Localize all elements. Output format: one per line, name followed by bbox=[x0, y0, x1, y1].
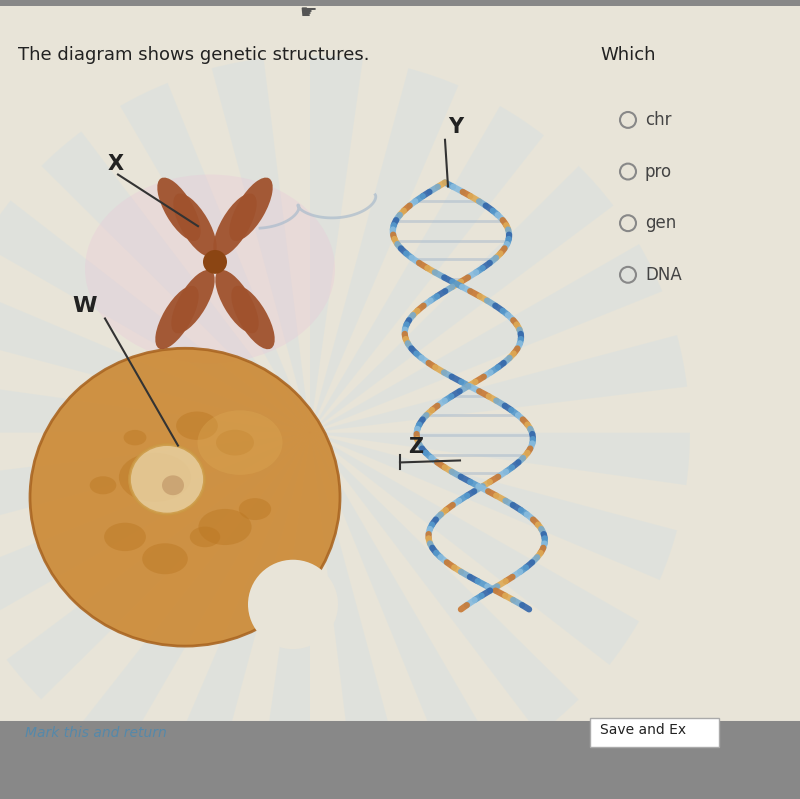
Wedge shape bbox=[0, 285, 310, 433]
Ellipse shape bbox=[123, 430, 146, 445]
Ellipse shape bbox=[171, 270, 214, 333]
Wedge shape bbox=[0, 380, 310, 433]
Wedge shape bbox=[0, 201, 310, 433]
Ellipse shape bbox=[162, 475, 184, 495]
Text: Z: Z bbox=[408, 436, 423, 456]
Wedge shape bbox=[310, 433, 578, 734]
Text: W: W bbox=[72, 296, 97, 316]
Wedge shape bbox=[76, 433, 310, 759]
Text: ☛: ☛ bbox=[299, 2, 317, 22]
Text: Save and Ex: Save and Ex bbox=[600, 723, 686, 737]
Text: gen: gen bbox=[645, 214, 676, 233]
Text: pro: pro bbox=[645, 162, 672, 181]
Wedge shape bbox=[212, 58, 310, 433]
FancyBboxPatch shape bbox=[0, 721, 800, 799]
Wedge shape bbox=[0, 433, 310, 622]
Text: Which: Which bbox=[600, 46, 655, 65]
Ellipse shape bbox=[104, 523, 146, 551]
Wedge shape bbox=[120, 83, 310, 433]
Wedge shape bbox=[257, 433, 310, 799]
Ellipse shape bbox=[198, 509, 252, 545]
Text: chr: chr bbox=[645, 111, 671, 129]
Ellipse shape bbox=[90, 476, 116, 495]
Ellipse shape bbox=[203, 250, 227, 274]
Text: Mark this and return: Mark this and return bbox=[25, 726, 166, 741]
Wedge shape bbox=[310, 433, 677, 580]
Ellipse shape bbox=[119, 453, 191, 502]
Ellipse shape bbox=[230, 177, 273, 241]
Wedge shape bbox=[310, 335, 687, 433]
Ellipse shape bbox=[155, 286, 198, 349]
Ellipse shape bbox=[176, 411, 218, 440]
Ellipse shape bbox=[190, 527, 220, 547]
Wedge shape bbox=[310, 55, 363, 433]
Text: X: X bbox=[108, 153, 124, 173]
Ellipse shape bbox=[216, 430, 254, 455]
Ellipse shape bbox=[198, 411, 282, 475]
FancyBboxPatch shape bbox=[0, 6, 800, 721]
Ellipse shape bbox=[239, 498, 271, 520]
FancyBboxPatch shape bbox=[590, 718, 719, 747]
Wedge shape bbox=[6, 433, 310, 699]
Ellipse shape bbox=[174, 193, 217, 257]
Wedge shape bbox=[0, 433, 310, 531]
Wedge shape bbox=[310, 68, 458, 433]
Ellipse shape bbox=[214, 193, 257, 257]
Ellipse shape bbox=[85, 174, 335, 364]
Wedge shape bbox=[310, 433, 690, 485]
Wedge shape bbox=[42, 131, 310, 433]
Ellipse shape bbox=[248, 560, 338, 649]
Wedge shape bbox=[310, 166, 614, 433]
Wedge shape bbox=[310, 433, 500, 782]
Text: Y: Y bbox=[448, 117, 463, 137]
Ellipse shape bbox=[130, 444, 205, 514]
Ellipse shape bbox=[215, 270, 258, 333]
Ellipse shape bbox=[158, 177, 201, 241]
Wedge shape bbox=[310, 433, 639, 665]
Wedge shape bbox=[310, 244, 662, 433]
Ellipse shape bbox=[231, 286, 274, 349]
Text: The diagram shows genetic structures.: The diagram shows genetic structures. bbox=[18, 46, 370, 65]
Wedge shape bbox=[162, 433, 310, 797]
Text: DNA: DNA bbox=[645, 266, 682, 284]
Wedge shape bbox=[310, 106, 544, 433]
Ellipse shape bbox=[142, 543, 188, 574]
Ellipse shape bbox=[30, 348, 340, 646]
Wedge shape bbox=[310, 433, 408, 799]
